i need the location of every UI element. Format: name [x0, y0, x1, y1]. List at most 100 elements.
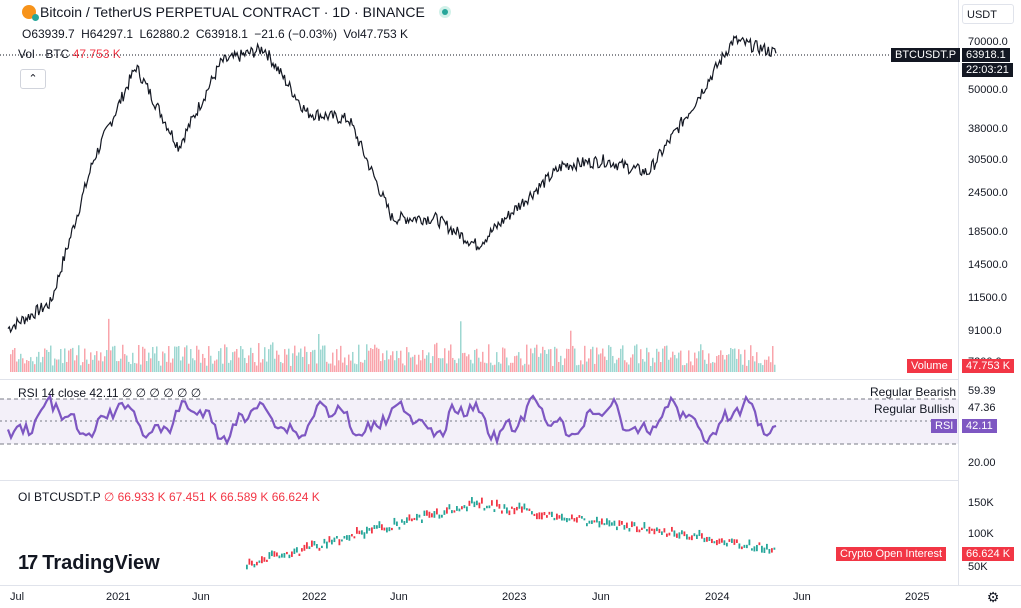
volume-bar	[474, 349, 476, 372]
volume-bar	[650, 365, 652, 372]
volume-bar	[488, 344, 490, 372]
oi-candle	[428, 511, 431, 518]
volume-bar	[730, 347, 732, 372]
volume-bar	[316, 363, 318, 372]
pane-separator[interactable]	[0, 480, 958, 481]
volume-bar	[712, 361, 714, 372]
volume-bar	[578, 364, 580, 372]
oi-candle	[563, 517, 566, 521]
volume-bar	[624, 360, 626, 372]
rsi-legend[interactable]: RSI 14 close 42.11 ∅ ∅ ∅ ∅ ∅ ∅	[18, 386, 201, 400]
volume-bar	[278, 354, 280, 372]
oi-candle	[391, 527, 393, 531]
oi-candle	[398, 526, 401, 530]
oi-candle	[696, 534, 698, 539]
oi-candle	[401, 519, 403, 523]
volume-bar	[692, 365, 694, 372]
oi-candle	[328, 536, 331, 543]
oi-candle	[458, 508, 461, 512]
oi-candle	[761, 545, 763, 553]
volume-bar	[98, 360, 100, 372]
volume-bar	[648, 352, 650, 372]
volume-bar	[504, 348, 506, 372]
volume-bar	[666, 345, 668, 372]
market-open-icon	[438, 6, 451, 18]
volume-bar	[366, 344, 368, 372]
oi-candle	[376, 525, 378, 529]
volume-legend[interactable]: Vol · BTC 47.753 K	[18, 47, 121, 61]
volume-bar	[546, 353, 548, 372]
volume-bar	[482, 351, 484, 372]
volume-bar	[252, 353, 254, 372]
oi-candle	[518, 502, 521, 509]
volume-bar	[746, 365, 748, 372]
gear-icon[interactable]: ⚙	[986, 589, 1000, 605]
oi-candle	[513, 507, 516, 515]
volume-bar	[432, 356, 434, 372]
volume-bar	[86, 359, 88, 372]
volume-bar	[10, 354, 12, 372]
oi-candle	[663, 528, 666, 533]
volume-bar	[250, 347, 252, 372]
oi-candle	[338, 539, 341, 546]
oi-candle	[593, 520, 596, 523]
volume-bar	[464, 352, 466, 372]
oi-candle	[538, 512, 541, 520]
volume-tag-label: Volume	[907, 359, 952, 373]
oi-candle	[703, 537, 706, 543]
volume-bar	[684, 365, 686, 372]
oi-candle	[306, 542, 308, 549]
volume-bar	[116, 361, 118, 372]
volume-bar	[192, 358, 194, 372]
volume-bar	[24, 363, 26, 372]
oi-candle	[253, 563, 256, 568]
oi-legend[interactable]: OI BTCUSDT.P ∅ 66.933 K 67.451 K 66.589 …	[18, 490, 320, 504]
volume-bar	[640, 349, 642, 372]
oi-candle	[298, 553, 301, 556]
regular-bullish-note: Regular Bullish	[874, 402, 955, 416]
volume-bar	[698, 351, 700, 372]
volume-bar	[166, 361, 168, 372]
price-chart[interactable]	[0, 0, 958, 585]
volume-bar	[494, 364, 496, 372]
currency-select[interactable]: USDT	[962, 4, 1014, 24]
volume-bar	[564, 358, 566, 372]
tradingview-logo[interactable]: 17 TradingView	[18, 552, 160, 575]
oi-candle	[543, 512, 546, 516]
oi-candle	[333, 537, 336, 543]
volume-bar	[404, 365, 406, 372]
oi-candle	[503, 504, 506, 509]
collapse-legend-button[interactable]: ⌃	[20, 69, 46, 89]
volume-bar	[490, 362, 492, 372]
volume-bar	[352, 351, 354, 372]
volume-bar	[152, 346, 154, 372]
time-axis-label: Jun	[390, 591, 408, 603]
oi-candle	[743, 544, 746, 548]
oi-candle	[718, 538, 721, 544]
volume-bar	[522, 365, 524, 372]
volume-bar	[392, 351, 394, 372]
oi-candle	[466, 506, 468, 512]
oi-candle	[748, 539, 751, 546]
oi-candle	[551, 511, 553, 517]
volume-bar	[556, 348, 558, 372]
volume-bar	[182, 356, 184, 372]
volume-bar	[210, 355, 212, 372]
price-axis-label: 70000.0	[968, 36, 1008, 48]
oi-candle	[453, 510, 456, 513]
oi-candle	[756, 544, 758, 552]
volume-bar	[450, 344, 452, 372]
volume-bar	[360, 361, 362, 372]
volume-bar	[670, 357, 672, 372]
volume-tag-value: 47.753 K	[962, 359, 1015, 373]
volume-bar	[502, 347, 504, 372]
pane-separator[interactable]	[0, 379, 958, 380]
volume-bar	[686, 363, 688, 372]
volume-bar	[580, 360, 582, 372]
volume-bar	[44, 348, 46, 372]
oi-candle	[671, 526, 673, 532]
oi-candle	[666, 533, 668, 537]
volume-bar	[70, 348, 72, 372]
chart-title[interactable]: Bitcoin / TetherUS PERPETUAL CONTRACT · …	[22, 4, 451, 21]
volume-bar	[270, 344, 272, 372]
